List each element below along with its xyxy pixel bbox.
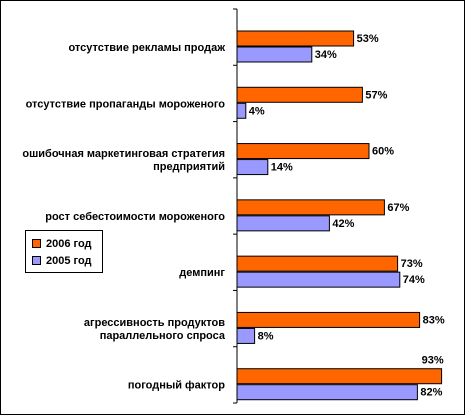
bar-2005	[236, 215, 330, 232]
legend-swatch-2005	[32, 255, 41, 265]
legend-label-2005: 2005 год	[46, 255, 92, 267]
category-label: предприятий	[153, 161, 225, 173]
data-label: 53%	[357, 33, 379, 45]
legend-label-2006: 2006 год	[46, 238, 92, 250]
bar-2006	[236, 368, 443, 385]
data-label: 34%	[315, 49, 337, 61]
data-label: 4%	[249, 105, 265, 117]
bar-2005	[236, 271, 401, 288]
bar-2006	[236, 199, 385, 216]
data-label: 42%	[332, 218, 354, 230]
data-label: 60%	[372, 146, 394, 158]
data-label: 73%	[401, 258, 423, 270]
data-label: 82%	[420, 387, 442, 399]
bar-2005	[236, 159, 269, 176]
bar-2006	[236, 30, 355, 47]
bar-2005	[236, 46, 313, 63]
category-label: отсутствие рекламы продаж	[68, 42, 225, 54]
legend-item-2005: 2005 год	[32, 254, 92, 268]
data-label: 67%	[387, 202, 409, 214]
data-label: 8%	[258, 330, 274, 342]
category-label: ошибочная маркетинговая стратегия	[22, 148, 225, 160]
data-label: 93%	[422, 355, 444, 367]
category-label: погодный фактор	[128, 380, 225, 392]
category-label: параллельного спроса	[100, 330, 226, 342]
category-label: агрессивность продуктов	[84, 317, 225, 329]
legend-item-2006: 2006 год	[32, 237, 92, 251]
data-label: 57%	[365, 89, 387, 101]
category-label: демпинг	[179, 267, 225, 279]
bar-2006	[236, 143, 370, 160]
bar-2006	[236, 311, 421, 328]
category-label: отсутствие пропаганды мороженого	[26, 98, 226, 110]
bar-2006	[236, 255, 399, 272]
bar-2005	[236, 384, 418, 401]
chart-legend: 2006 год 2005 год	[25, 230, 103, 273]
bar-2005	[236, 327, 256, 344]
data-label: 14%	[271, 162, 293, 174]
bar-2006	[236, 86, 363, 103]
data-label: 83%	[423, 314, 445, 326]
category-label: рост себестоимости мороженого	[45, 211, 225, 223]
data-label: 74%	[403, 274, 425, 286]
legend-swatch-2006	[32, 238, 41, 248]
bar-2005	[236, 102, 247, 119]
